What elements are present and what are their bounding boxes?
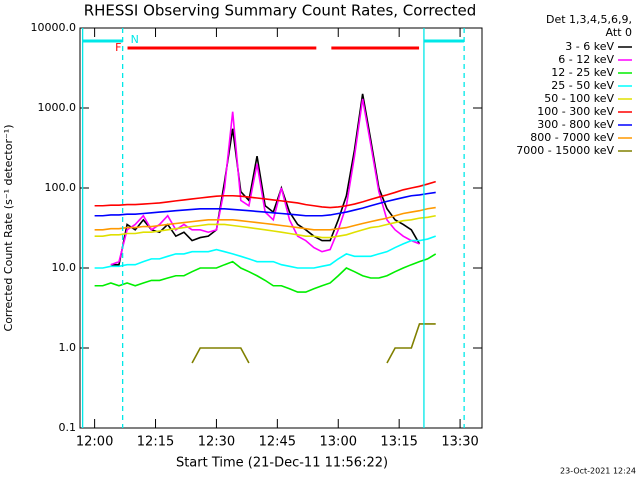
series-line <box>110 93 421 266</box>
y-tick-label: 10000.0 <box>31 21 77 34</box>
legend-header: Att 0 <box>606 26 632 39</box>
legend-label: 800 - 7000 keV <box>530 131 614 144</box>
x-tick-label: 13:15 <box>380 435 417 450</box>
y-tick-label: 1.0 <box>59 341 77 354</box>
legend-label: 6 - 12 keV <box>558 53 614 66</box>
x-tick-label: 12:15 <box>137 435 174 450</box>
x-tick-label: 12:45 <box>259 435 296 450</box>
legend-label: 7000 - 15000 keV <box>516 144 614 157</box>
series-line <box>191 347 250 364</box>
legend-label: 300 - 800 keV <box>537 118 614 131</box>
series-line <box>94 191 436 217</box>
plot-frame <box>79 27 483 429</box>
series-line <box>94 235 436 269</box>
x-tick-label: 13:30 <box>441 435 478 450</box>
y-tick-label: 0.1 <box>59 421 77 434</box>
series-line <box>94 180 436 209</box>
legend-label: 25 - 50 keV <box>551 79 614 92</box>
series-line <box>94 253 437 293</box>
y-tick-label: 1000.0 <box>38 101 77 114</box>
night-label: N <box>131 33 139 46</box>
series-line <box>94 214 436 239</box>
x-tick-label: 12:00 <box>76 435 113 450</box>
x-axis-label: Start Time (21-Dec-11 11:56:22) <box>176 456 388 471</box>
legend-label: 3 - 6 keV <box>565 40 614 53</box>
x-tick-label: 12:30 <box>198 435 235 450</box>
x-tick-label: 13:00 <box>320 435 357 450</box>
legend-header: Det 1,3,4,5,6,9, <box>546 13 632 26</box>
legend-label: 100 - 300 keV <box>537 105 614 118</box>
chart-title: RHESSI Observing Summary Count Rates, Co… <box>84 2 477 20</box>
series-line <box>94 206 436 231</box>
series-line <box>386 323 436 364</box>
y-tick-label: 10.0 <box>52 261 77 274</box>
y-axis-label: Corrected Count Rate (s⁻¹ detector⁻¹) <box>2 125 15 332</box>
legend-label: 12 - 25 keV <box>551 66 614 79</box>
footer: 23-Oct-2021 12:24 <box>560 467 636 476</box>
y-tick-label: 100.0 <box>45 181 77 194</box>
legend-label: 50 - 100 keV <box>544 92 614 105</box>
flare-label: F <box>115 41 121 54</box>
